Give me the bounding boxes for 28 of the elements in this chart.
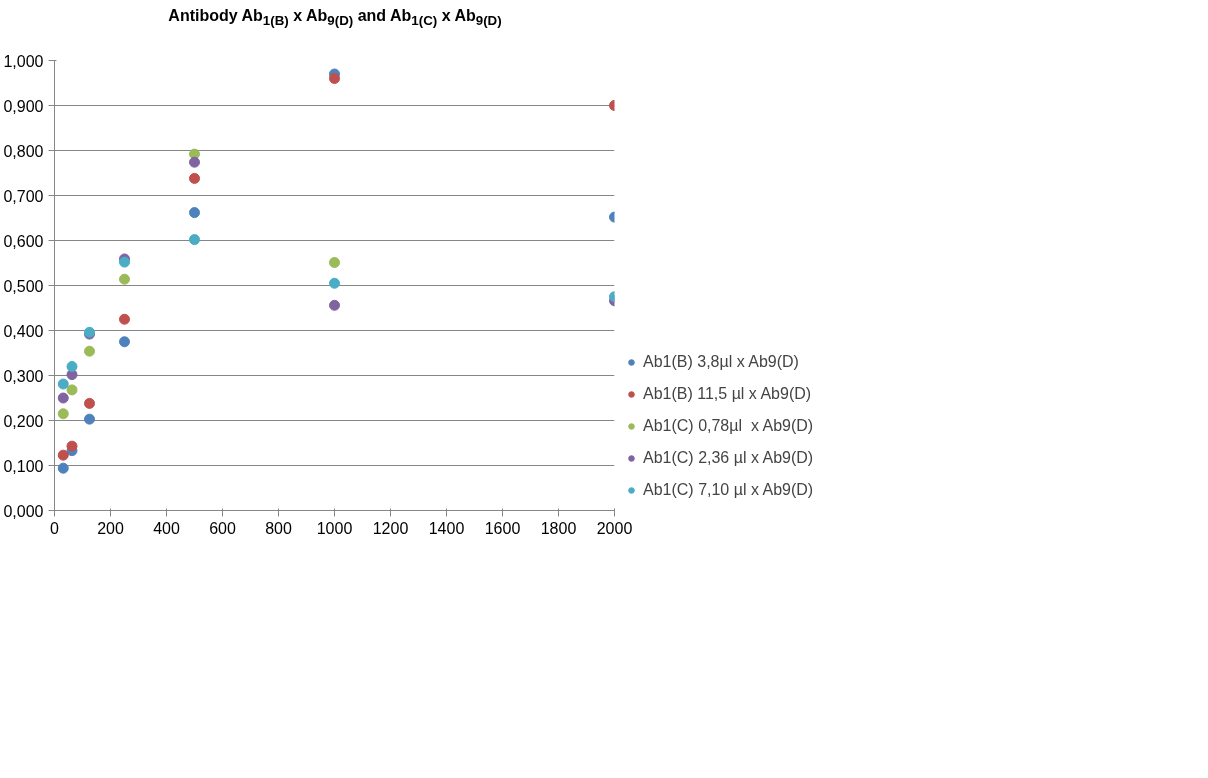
legend-label: Ab1(C) 7,10 µl x Ab9(D) xyxy=(643,481,814,499)
y-tick-label: 0,300 xyxy=(3,367,44,385)
y-tick-label: 0,600 xyxy=(3,232,44,250)
y-tick-label: 0,000 xyxy=(3,502,44,520)
y-tick-label: 0,800 xyxy=(3,142,44,160)
legend-label: Ab1(B) 11,5 µl x Ab9(D) xyxy=(643,385,812,403)
x-tick-label: 200 xyxy=(97,519,124,537)
y-tick-label: 0,900 xyxy=(3,97,44,115)
x-tick-label: 2000 xyxy=(596,519,633,537)
x-tick-label: 600 xyxy=(209,519,236,537)
x-tick-label: 1400 xyxy=(428,519,465,537)
y-tick-label: 0,100 xyxy=(3,457,44,475)
chart-title: Antibody Ab$_{1(B)}$ x Ab$_{9(D)}$ and Ab$_{1(C)}$ x Ab$_{9(D)}$ xyxy=(167,6,503,31)
x-tick-label: 800 xyxy=(265,519,292,537)
legend-label: Ab1(B) 3,8µl x Ab9(D) xyxy=(643,353,799,371)
x-tick-label: 1600 xyxy=(484,519,521,537)
x-tick-label: 1800 xyxy=(540,519,577,537)
y-tick-label: 1,000 xyxy=(3,52,44,70)
legend-label: Ab1(C) 0,78µl x Ab9(D) xyxy=(643,417,814,435)
x-tick-label: 400 xyxy=(153,519,180,537)
y-tick-label: 0,400 xyxy=(3,322,44,340)
x-tick-label: 1200 xyxy=(372,519,409,537)
y-tick-label: 0,500 xyxy=(3,277,44,295)
x-tick-label: 1000 xyxy=(316,519,353,537)
y-tick-label: 0,700 xyxy=(3,187,44,205)
y-tick-label: 0,200 xyxy=(3,412,44,430)
legend-label: Ab1(C) 2,36 µl x Ab9(D) xyxy=(643,449,814,467)
x-tick-label: 0 xyxy=(50,519,60,537)
